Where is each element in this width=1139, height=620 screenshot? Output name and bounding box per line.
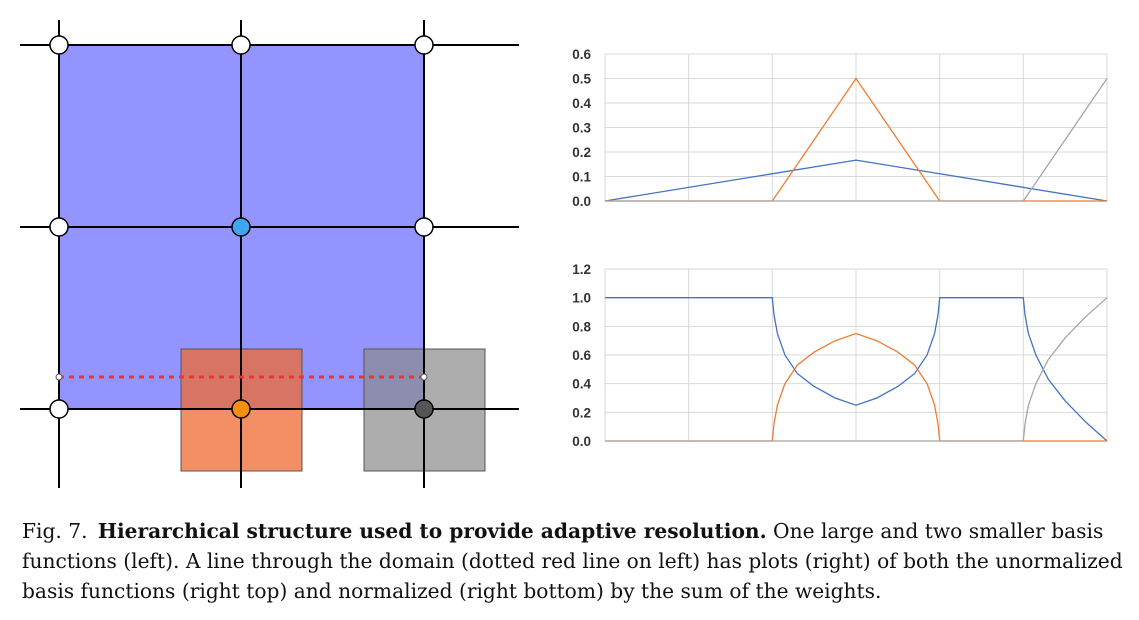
grid-node [231,35,251,55]
basis-diagram [20,20,519,488]
figure-7: 0.6 0.5 0.4 0.3 0.2 0.1 0.0 1.2 1.0 0.8 0.6 0.4 0.2… [20,20,1108,488]
blue-node [231,217,251,237]
caption-body: One large and two smaller basis function… [22,519,1123,603]
dotted-line-endpoint [55,373,63,381]
series-line-2 [605,78,1108,202]
grid-node [49,35,69,55]
caption-title: Hierarchical structure used to provide a… [97,519,767,543]
caption-label: Fig. 7. [22,519,88,543]
series-line-0 [605,297,1108,442]
y-tick-label: 0.8 [572,319,591,334]
unnormalized-chart: 0.6 0.5 0.4 0.3 0.2 0.1 0.0 [572,47,1108,209]
y-tick-label: 0.3 [572,121,591,136]
series-line-1 [605,332,1107,442]
y-tick-label: 0.2 [572,145,591,160]
y-tick-label: 0.1 [572,170,591,185]
grid-node [49,399,69,419]
figure-caption: Fig. 7. Hierarchical structure used to p… [22,516,1127,606]
y-tick-label: 0.0 [572,434,591,449]
y-tick-label: 1.2 [572,262,591,277]
y-tick-label: 0.6 [572,348,591,363]
y-tick-label: 0.2 [572,405,591,420]
normalized-chart: 1.2 1.0 0.8 0.6 0.4 0.2 0.0 [572,262,1108,449]
grid-node [49,217,69,237]
y-tick-label: 0.4 [572,96,591,111]
grid-node [414,217,434,237]
series-line-0 [604,159,1108,202]
gray-node [414,399,434,419]
y-tick-label: 0.0 [572,194,591,209]
grid-node [414,35,434,55]
y-tick-label: 1.0 [572,291,591,306]
dotted-line-endpoint [420,373,428,381]
y-tick-label: 0.6 [572,47,591,62]
y-tick-label: 0.4 [572,377,591,392]
orange-node [231,399,251,419]
series-line-2 [605,297,1108,442]
y-tick-label: 0.5 [572,72,591,87]
